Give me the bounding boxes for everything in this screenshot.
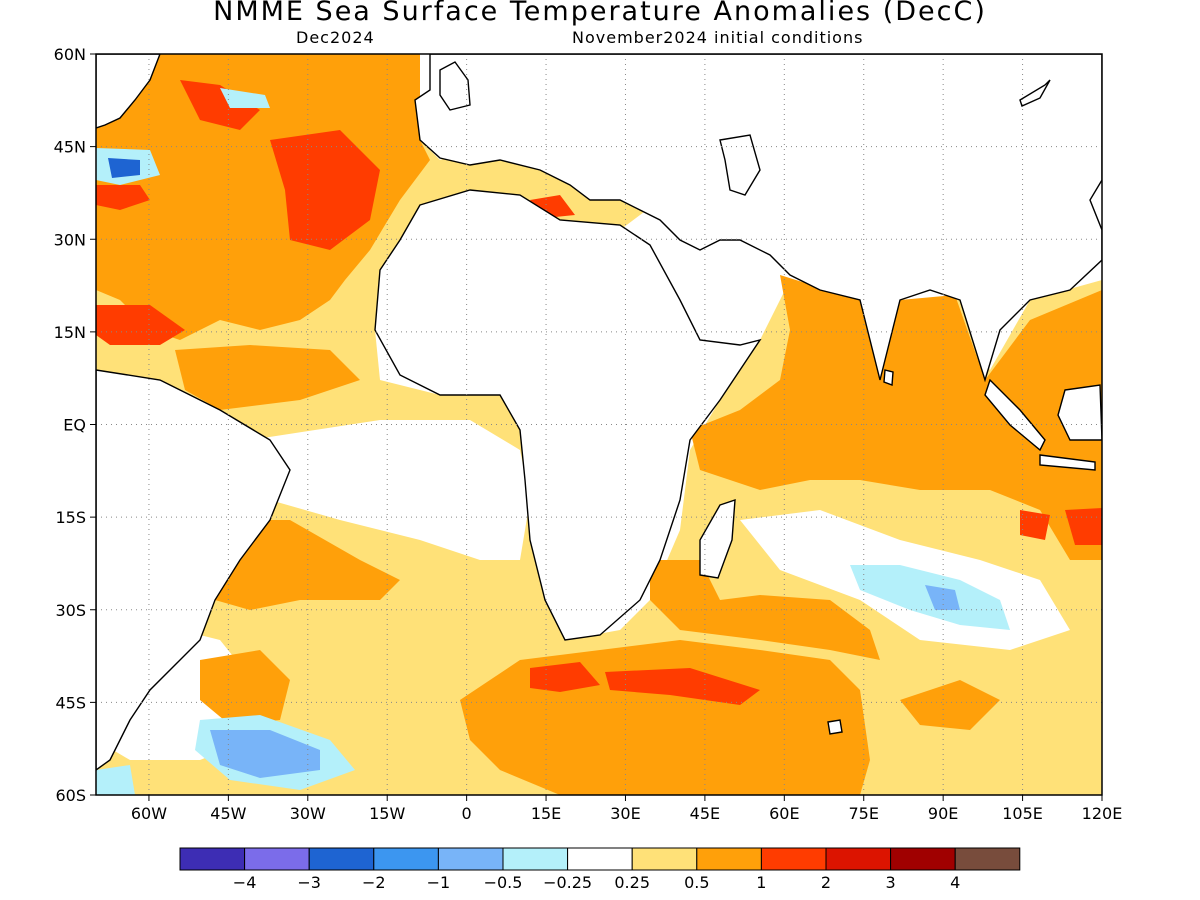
lon-tick-label: 105E: [1002, 804, 1043, 823]
anomaly-region-warm: [200, 650, 290, 725]
island-java: [1039, 454, 1096, 471]
colorbar-swatch: [631, 847, 698, 871]
island-japan: [1019, 79, 1051, 107]
colorbar-label: 0.5: [684, 873, 709, 892]
colorbar-swatch: [890, 847, 956, 871]
anomaly-region-strong-warm: [530, 662, 600, 692]
anomaly-region-warm: [690, 275, 1102, 560]
lat-tick-label: 15N: [54, 323, 86, 342]
lat-tick-label: 45S: [55, 693, 86, 712]
island-kerguelen: [827, 719, 843, 735]
continent-north-america: [96, 54, 161, 129]
lon-tick-label: 30E: [610, 804, 640, 823]
anomaly-region-neutral: [250, 420, 530, 560]
colorbar-label: −3: [297, 873, 321, 892]
anomaly-region-cool: [108, 158, 140, 178]
colorbar-swatch: [502, 847, 569, 871]
initial-conditions-label: November2024 initial conditions: [572, 28, 864, 47]
island-uk: [439, 61, 471, 111]
anomaly-region-warm: [175, 345, 360, 410]
lon-tick-label: 15E: [531, 804, 561, 823]
lon-tick-label: 45E: [690, 804, 720, 823]
colorbar-swatch: [954, 847, 1021, 871]
colorbar-label: 0.25: [614, 873, 650, 892]
continent-europe-asia: [414, 54, 1102, 383]
anomaly-region-strong-warm: [96, 185, 150, 210]
colorbar-label: 3: [886, 873, 896, 892]
anomaly-region-warm: [900, 680, 1000, 730]
colorbar: −4 −3 −2 −1 −0.5 −0.25 0.25 0.5 1 2 3 4: [179, 847, 1021, 892]
anomaly-region-strong-warm: [270, 130, 380, 250]
colorbar-label: −4: [233, 873, 257, 892]
lat-tick-label: EQ: [63, 416, 86, 435]
caspian-sea: [719, 134, 761, 196]
colorbar-swatch: [179, 847, 246, 871]
lon-tick-label: 45W: [210, 804, 246, 823]
anomaly-region-cool: [925, 585, 960, 610]
lon-tick-label: 75E: [849, 804, 879, 823]
lat-tick-label: 30N: [54, 230, 86, 249]
lon-tick-label: 90E: [928, 804, 958, 823]
colorbar-swatch: [825, 847, 892, 871]
colorbar-swatch: [373, 847, 439, 871]
lat-tick-label: 15S: [55, 508, 86, 527]
colorbar-swatch: [696, 847, 762, 871]
colorbar-label: 2: [821, 873, 831, 892]
anomaly-region-warm: [650, 560, 880, 660]
lon-tick-label: 30W: [290, 804, 326, 823]
colorbar-swatch: [437, 847, 504, 871]
lat-tick-label: 45N: [54, 138, 86, 157]
colorbar-swatch: [244, 847, 310, 871]
longitude-axis: 60W 45W 30W 15W 0 15E 30E 45E 60E 75E 90E 105E 120E: [131, 795, 1122, 823]
colorbar-swatch: [760, 847, 827, 871]
island-madagascar: [699, 499, 736, 579]
anomaly-region-warm: [96, 54, 430, 340]
lon-tick-label: 60W: [131, 804, 167, 823]
colorbar-label: −0.25: [543, 873, 592, 892]
lon-tick-label: 120E: [1082, 804, 1123, 823]
anomaly-region-warm: [460, 640, 870, 795]
island-sri-lanka: [883, 369, 894, 386]
anomaly-region-cool: [210, 730, 320, 778]
anomaly-region-cool: [220, 88, 270, 108]
colorbar-label: −1: [427, 873, 451, 892]
colorbar-swatch: [308, 847, 375, 871]
anomaly-region-strong-warm: [1020, 510, 1050, 540]
map-title: NMME Sea Surface Temperature Anomalies (…: [213, 0, 987, 27]
anomaly-region-strong-warm: [1065, 508, 1102, 545]
lat-tick-label: 30S: [55, 601, 86, 620]
coastlines: [96, 54, 1102, 771]
colorbar-swatch: [567, 847, 633, 871]
latitude-axis: 60N 45N 30N 15N EQ 15S 30S 45S 60S: [54, 45, 96, 805]
anomaly-region-strong-warm: [605, 668, 760, 705]
lon-tick-label: 0: [462, 804, 472, 823]
island-borneo: [1057, 384, 1102, 441]
lon-tick-label: 15W: [369, 804, 405, 823]
continent-south-america: [96, 369, 291, 771]
lat-tick-label: 60S: [55, 786, 86, 805]
lon-tick-label: 60E: [769, 804, 799, 823]
colorbar-label: −0.5: [484, 873, 523, 892]
lat-tick-label: 60N: [54, 45, 86, 64]
island-sumatra: [984, 378, 1046, 452]
anomaly-field: [96, 54, 1102, 795]
anomaly-region-strong-warm: [96, 305, 185, 345]
forecast-month-label: Dec2024: [296, 28, 375, 47]
colorbar-label: 4: [950, 873, 960, 892]
anomaly-region-cool: [96, 765, 135, 795]
colorbar-label: −2: [362, 873, 386, 892]
colorbar-label: 1: [756, 873, 766, 892]
anomaly-region-strong-warm: [180, 80, 260, 130]
continent-africa: [374, 189, 762, 641]
